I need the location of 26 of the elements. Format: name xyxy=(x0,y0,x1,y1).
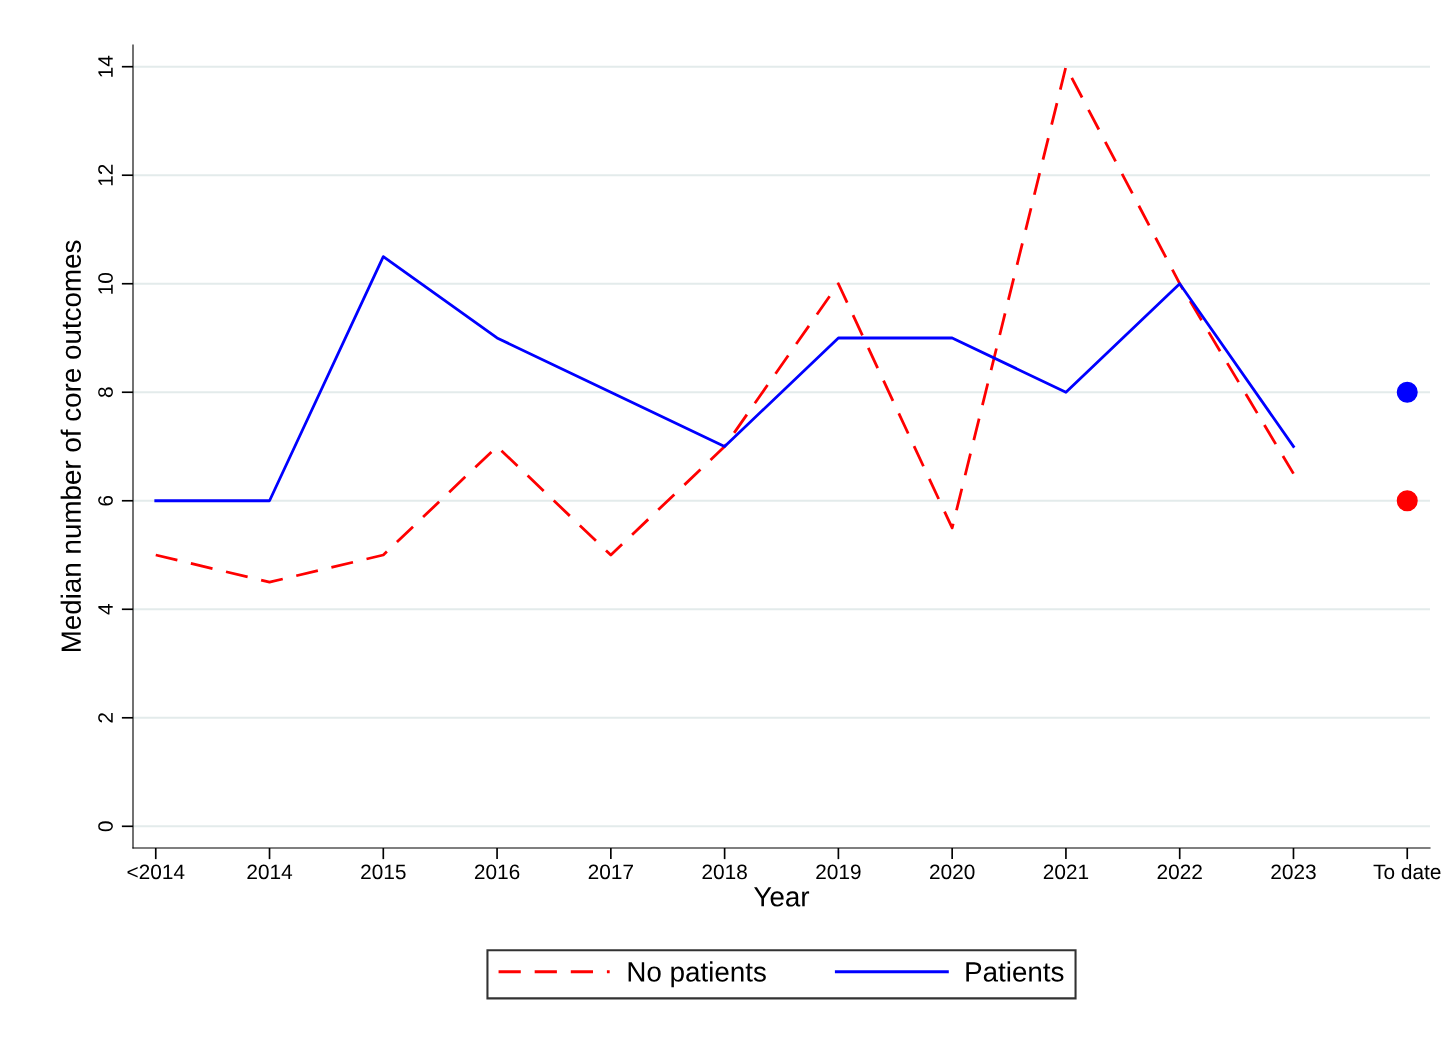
x-tick-label: <2014 xyxy=(127,864,185,880)
x-tick-label: 2014 xyxy=(247,864,293,880)
x-tick-label: 2016 xyxy=(474,864,520,880)
x-tick-label: 2023 xyxy=(1271,864,1316,880)
line-series xyxy=(154,65,1295,584)
x-tick-label: 2017 xyxy=(588,864,633,880)
x-tick-label: 2018 xyxy=(702,864,747,880)
line-series xyxy=(154,255,1295,503)
x-tick-label: 2020 xyxy=(930,864,975,880)
y-tick-label: 10 xyxy=(98,272,113,294)
y-tick-label: 4 xyxy=(98,604,113,615)
x-tick-label: To date xyxy=(1373,863,1441,880)
y-tick-label: 12 xyxy=(98,164,113,186)
x-axis-title: Year xyxy=(754,887,810,907)
x-tick-label: 2021 xyxy=(1043,864,1089,880)
legend-label: Patients xyxy=(966,961,1064,982)
x-tick-label: 2015 xyxy=(361,864,406,880)
y-axis-title: Median number of core outcomes xyxy=(60,240,82,652)
y-tick-label: 8 xyxy=(98,387,113,398)
y-tick-label: 0 xyxy=(98,821,113,832)
legend-label: No patients xyxy=(628,961,766,988)
y-tick-label: 6 xyxy=(98,495,113,506)
x-tick-label: 2019 xyxy=(816,864,861,880)
x-tick-label: 2022 xyxy=(1157,864,1202,880)
y-tick-label: 14 xyxy=(98,55,113,77)
y-tick-label: 2 xyxy=(98,713,113,723)
